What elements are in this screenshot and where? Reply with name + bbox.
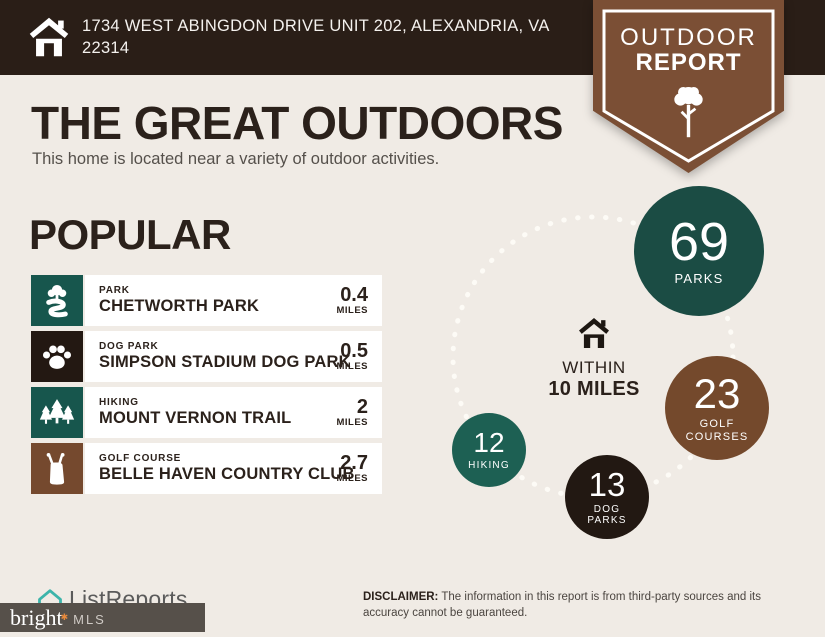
disclaimer-body: The information in this report is from t… <box>363 591 761 619</box>
list-item-golf: GOLF COURSE BELLE HAVEN COUNTRY CLUB 2.7… <box>31 443 382 494</box>
list-item-hiking: HIKING MOUNT VERNON TRAIL 2 MILES <box>31 387 382 438</box>
item-name: SIMPSON STADIUM DOG PARK <box>99 353 351 371</box>
bubble-label: PARKS <box>674 271 724 287</box>
item-unit: MILES <box>336 417 368 428</box>
item-distance: 2 <box>356 396 368 418</box>
item-unit: MILES <box>336 305 368 316</box>
item-distance: 2.7 <box>340 452 368 474</box>
outdoor-report-badge: OUTDOOR REPORT <box>593 0 784 173</box>
property-address: 1734 WEST ABINGDON DRIVE UNIT 202, ALEXA… <box>82 17 549 57</box>
item-category: DOG PARK <box>99 341 159 352</box>
badge-inner-border <box>602 9 775 163</box>
bubble-label: HIKING <box>468 459 510 471</box>
bubble-parks: 69 PARKS <box>634 186 764 316</box>
golf-bag-icon <box>31 443 83 494</box>
within-label: WITHIN <box>562 358 626 377</box>
item-distance: 0.5 <box>340 340 368 362</box>
bright-star-icon: ✱ <box>60 612 69 622</box>
page-title: THE GREAT OUTDOORS <box>31 97 563 149</box>
bubble-label: DOG PARKS <box>587 503 627 527</box>
list-item-park: PARK CHETWORTH PARK 0.4 MILES <box>31 275 382 326</box>
radius-center-label: WITHIN 10 MILES <box>533 318 655 401</box>
list-item-bar: DOG PARK SIMPSON STADIUM DOG PARK 0.5 MI… <box>85 331 382 382</box>
item-category: GOLF COURSE <box>99 453 182 464</box>
pine-trees-icon <box>31 387 83 438</box>
bubble-value: 69 <box>668 212 730 273</box>
bubble-value: 12 <box>473 426 505 458</box>
list-item-bar: GOLF COURSE BELLE HAVEN COUNTRY CLUB 2.7… <box>85 443 382 494</box>
mls-label: MLS <box>73 612 106 627</box>
park-icon <box>31 275 83 326</box>
item-unit: MILES <box>336 473 368 484</box>
bubble-hiking: 12 HIKING <box>452 413 526 487</box>
page-subtitle: This home is located near a variety of o… <box>32 150 440 168</box>
home-icon <box>579 318 609 348</box>
badge-title-outdoor: OUTDOOR <box>620 24 757 51</box>
bubble-golf-courses: 23 GOLF COURSES <box>665 356 769 460</box>
paw-icon <box>31 331 83 382</box>
item-distance: 0.4 <box>340 284 368 306</box>
disclaimer-text: DISCLAIMER: The information in this repo… <box>363 590 800 621</box>
popular-heading: POPULAR <box>29 211 231 258</box>
bright-wordmark: bright <box>10 604 63 630</box>
tree-icon <box>674 86 703 138</box>
bubble-dog-parks: 13 DOG PARKS <box>565 455 649 539</box>
disclaimer-label: DISCLAIMER: <box>363 591 439 603</box>
bubble-value: 23 <box>693 369 741 417</box>
badge-title-report: REPORT <box>635 49 742 76</box>
bubble-label: GOLF COURSES <box>685 417 749 443</box>
list-item-bar: PARK CHETWORTH PARK 0.4 MILES <box>85 275 382 326</box>
item-category: PARK <box>99 285 130 296</box>
item-name: MOUNT VERNON TRAIL <box>99 409 292 427</box>
bright-mls-logo: bright ✱ MLS <box>0 603 205 632</box>
item-name: CHETWORTH PARK <box>99 297 260 315</box>
item-category: HIKING <box>99 397 139 408</box>
list-item-bar: HIKING MOUNT VERNON TRAIL 2 MILES <box>85 387 382 438</box>
item-unit: MILES <box>336 361 368 372</box>
item-name: BELLE HAVEN COUNTRY CLUB <box>99 465 355 483</box>
popular-list: PARK CHETWORTH PARK 0.4 MILES <box>31 275 382 494</box>
bubble-value: 13 <box>588 465 626 503</box>
house-icon <box>29 17 69 57</box>
miles-label: 10 MILES <box>548 378 640 400</box>
list-item-dog-park: DOG PARK SIMPSON STADIUM DOG PARK 0.5 MI… <box>31 331 382 382</box>
